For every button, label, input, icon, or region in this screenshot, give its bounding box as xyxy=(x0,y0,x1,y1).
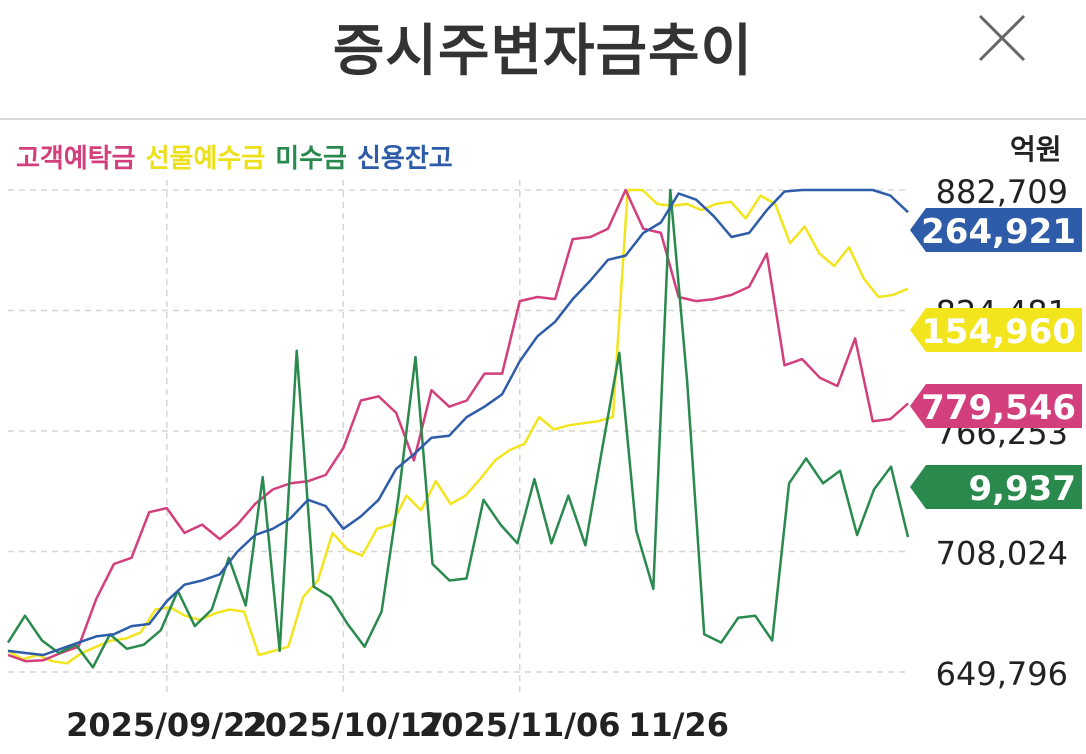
badge-futures-deposit xyxy=(910,308,1082,352)
y-tick-label: 649,796 xyxy=(936,655,1068,693)
series-line-credit-balance xyxy=(7,188,909,657)
chart-legend: 고객예탁금 선물예수금 미수금 신용잔고 xyxy=(16,138,463,175)
legend-item-customer-deposit: 고객예탁금 xyxy=(16,144,136,174)
x-tick-label: 2025/11/06 xyxy=(419,706,621,744)
series-line-customer-deposit xyxy=(7,188,909,663)
page-title: 증시주변자금추이 xyxy=(332,19,754,84)
legend-item-credit-balance: 신용잔고 xyxy=(356,144,453,174)
legend-item-unpaid: 미수금 xyxy=(275,144,347,174)
legend-item-futures-deposit: 선물예수금 xyxy=(145,144,266,174)
series-line-unpaid xyxy=(6,188,910,669)
x-tick-label: 2025/10/17 xyxy=(243,706,445,744)
y-tick-label: 882,709 xyxy=(936,173,1068,211)
close-icon[interactable] xyxy=(972,8,1032,68)
header-bar: 증시주변자금추이 xyxy=(0,0,1086,120)
badge-credit-balance-value: 264,921 xyxy=(921,212,1076,252)
y-tick-label: 708,024 xyxy=(936,535,1068,573)
x-tick-label: 11/26 xyxy=(628,706,729,744)
badge-customer-deposit xyxy=(910,384,1082,428)
unit-label: 억원 xyxy=(1010,133,1062,166)
badge-unpaid xyxy=(910,465,1082,509)
badge-futures-deposit-value: 154,960 xyxy=(921,312,1076,352)
x-tick-label: 2025/09/22 xyxy=(66,706,268,744)
series-line-futures-deposit xyxy=(7,188,909,665)
badge-credit-balance xyxy=(910,208,1082,252)
badge-unpaid-value: 9,937 xyxy=(968,469,1076,509)
badge-customer-deposit-value: 779,546 xyxy=(921,388,1076,428)
